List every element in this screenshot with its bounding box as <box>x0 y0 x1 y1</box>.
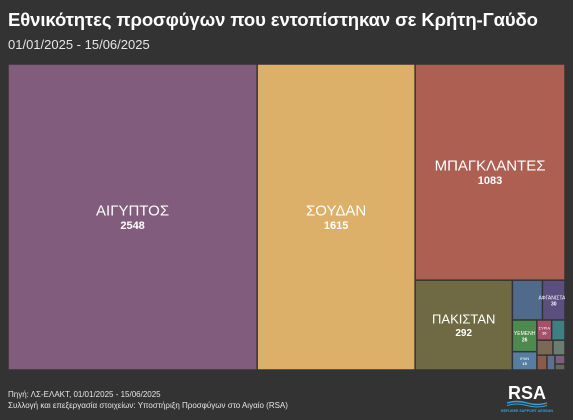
treemap-rect <box>552 320 565 340</box>
treemap-rect <box>555 355 565 364</box>
treemap-cell <box>547 355 555 370</box>
treemap-value: 10 <box>542 330 547 335</box>
treemap-cell <box>555 355 565 364</box>
treemap-rect <box>537 340 553 355</box>
treemap-value: 1615 <box>324 220 348 232</box>
treemap-label: ΑΙΓΥΠΤΟΣ <box>96 202 169 219</box>
treemap-rect <box>8 64 257 370</box>
source-note: Πηγή: ΛΣ-ΕΛΑΚΤ, 01/01/2025 - 15/06/2025 <box>8 390 161 399</box>
treemap-cell <box>537 355 547 370</box>
treemap-rect <box>543 280 565 320</box>
treemap-cell <box>513 280 542 320</box>
treemap-rect <box>415 280 512 370</box>
svg-text:RSA: RSA <box>508 383 546 403</box>
treemap-label: ΜΠΑΓΚΛΑΝΤΕΣ <box>435 157 546 174</box>
treemap-rect <box>513 352 537 370</box>
treemap-label: ΙΡΑΝ <box>520 356 529 361</box>
treemap-value: 30 <box>551 302 557 308</box>
treemap-label: ΣΟΥΔΑΝ <box>306 202 366 219</box>
treemap-cell <box>555 364 565 370</box>
chart-title: Εθνικότητες προσφύγων που εντοπίστηκαν σ… <box>8 9 538 30</box>
treemap-value: 292 <box>455 328 472 339</box>
treemap-rect <box>553 340 565 355</box>
treemap-label: ΠΑΚΙΣΤΑΝ <box>432 312 495 327</box>
chart-subtitle: 01/01/2025 - 15/06/2025 <box>8 37 150 52</box>
treemap-rect <box>513 320 537 351</box>
treemap-label: ΑΦΓΑΝΙΣΤΑΝ <box>538 295 565 301</box>
treemap-value: 2548 <box>120 220 144 232</box>
treemap-value: 15 <box>522 361 527 366</box>
treemap-cell <box>553 340 565 355</box>
treemap-rect <box>537 355 547 370</box>
treemap-rect <box>555 364 565 370</box>
treemap-cell <box>552 320 565 340</box>
footer: Πηγή: ΛΣ-ΕΛΑΚΤ, 01/01/2025 - 15/06/2025 … <box>8 389 288 411</box>
treemap-value: 1083 <box>478 175 502 187</box>
treemap-rect <box>547 355 555 370</box>
treemap-cell: ΑΦΓΑΝΙΣΤΑΝ30 <box>538 280 565 320</box>
treemap-cell <box>537 340 553 355</box>
treemap-rect <box>415 64 565 280</box>
treemap-rect <box>513 280 542 320</box>
treemap-label: ΣΥΡΙΑ <box>538 325 550 330</box>
credit-note: Συλλογή και επεξεργασία στοιχείων: Υποστ… <box>8 401 288 410</box>
svg-text:REFUGEE SUPPORT AEGEAN: REFUGEE SUPPORT AEGEAN <box>501 409 553 413</box>
treemap-rect <box>257 64 415 370</box>
treemap-value: 26 <box>522 337 528 343</box>
treemap-chart: ΑΙΓΥΠΤΟΣ 2548 ΣΟΥΔΑΝ 1615 ΜΠΑΓΚΛΑΝΤΕΣ 1083 ΠΑΚ… <box>8 64 565 370</box>
treemap-rect <box>537 320 551 340</box>
treemap-label: ΥΕΜΕΝΗ <box>514 331 536 337</box>
rsa-logo: RSA REFUGEE SUPPORT AEGEAN <box>495 382 559 414</box>
